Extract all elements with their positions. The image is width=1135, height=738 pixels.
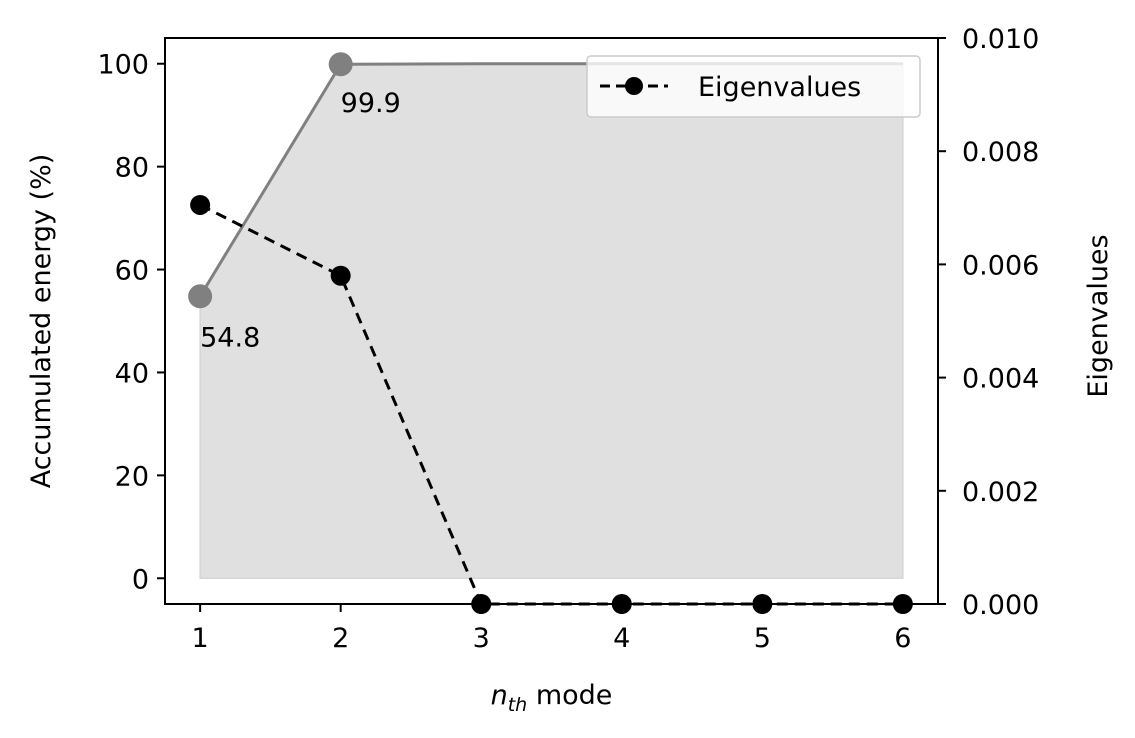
x-tick-label-2: 2 (332, 623, 349, 654)
y-left-tick-label-20: 20 (115, 461, 149, 492)
x-axis-title: nth mode (491, 680, 613, 716)
y-right-tick-label-0.008: 0.008 (962, 137, 1039, 168)
x-axis-title-n: n (491, 680, 508, 711)
x-tick-label-6: 6 (894, 623, 911, 654)
legend-dot-marker (625, 77, 643, 95)
energy-point-1 (188, 284, 213, 309)
y-right-tick-label-0.000: 0.000 (962, 590, 1039, 621)
x-tick-label-3: 3 (473, 623, 490, 654)
y-left-tick-label-40: 40 (115, 358, 149, 389)
annotation-54-8: 54.8 (200, 322, 260, 353)
x-axis-title-rest: mode (527, 680, 612, 711)
y-right-tick-label-0.010: 0.010 (962, 24, 1039, 55)
energy-fill-area (199, 62, 904, 580)
y-right-tick-label-0.006: 0.006 (962, 250, 1039, 281)
y-axis-left-title: Accumulated energy (%) (26, 154, 57, 489)
y-right-tick-label-0.004: 0.004 (962, 364, 1039, 395)
y-left-tick-label-0: 0 (132, 564, 149, 595)
energy-point-2 (328, 52, 353, 77)
eigen-point-2 (330, 265, 351, 286)
energy-fill-layer (199, 62, 904, 580)
eigen-point-1 (190, 194, 211, 215)
annotation-99-9: 99.9 (341, 88, 401, 119)
y-left-tick-label-60: 60 (115, 256, 149, 287)
x-tick-label-1: 1 (192, 623, 209, 654)
legend: Eigenvalues (586, 55, 921, 118)
x-tick-label-4: 4 (613, 623, 630, 654)
x-tick-label-5: 5 (754, 623, 771, 654)
y-left-tick-label-100: 100 (97, 50, 149, 81)
legend-label: Eigenvalues (698, 72, 861, 103)
x-axis-title-subscript: th (508, 694, 528, 716)
y-left-tick-label-80: 80 (115, 153, 149, 184)
y-right-tick-label-0.002: 0.002 (962, 477, 1039, 508)
plot-frame (164, 37, 939, 605)
y-axis-right-title: Eigenvalues (1083, 234, 1114, 397)
ticks-layer: 1 2 3 4 5 60204060801000.0000.0020.0040.0060.… (97, 24, 1039, 654)
legend-box (586, 55, 921, 118)
